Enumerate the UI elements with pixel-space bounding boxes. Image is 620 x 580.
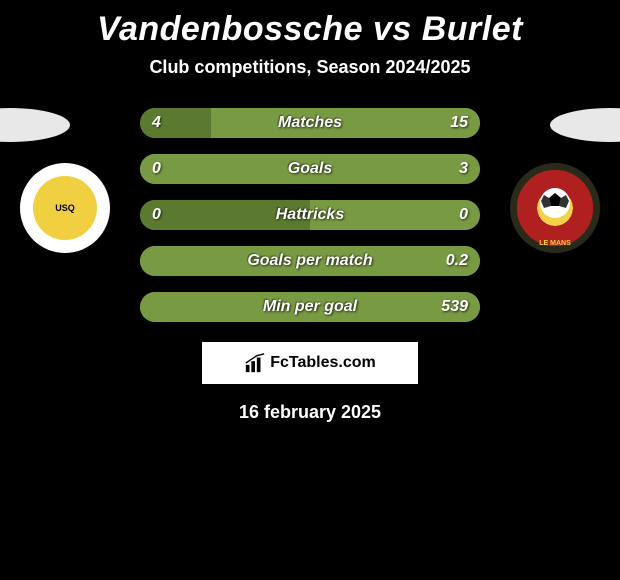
bar-chart-icon [244, 352, 266, 374]
stat-bar: 03Goals [140, 154, 480, 184]
bar-fill-right [211, 108, 480, 138]
bar-fill-left [140, 200, 310, 230]
date-text: 16 february 2025 [0, 402, 620, 423]
stat-bar: 415Matches [140, 108, 480, 138]
brand-card: FcTables.com [200, 340, 420, 386]
team-badge-left: USQ [20, 163, 110, 253]
team-badge-right-text: LE MANS [539, 240, 571, 247]
bar-fill-right [310, 200, 480, 230]
stat-bar: 0.2Goals per match [140, 246, 480, 276]
page-subtitle: Club competitions, Season 2024/2025 [0, 57, 620, 78]
comparison-infographic: Vandenbossche vs Burlet Club competition… [0, 10, 620, 580]
brand-text: FcTables.com [270, 354, 376, 372]
bar-fill-right [140, 246, 480, 276]
stat-bar: 00Hattricks [140, 200, 480, 230]
comparison-bars: 415Matches 03Goals 00Hattricks 0.2Goals per… [140, 108, 480, 338]
stat-bar: 539Min per goal [140, 292, 480, 322]
team-badge-left-text: USQ [55, 203, 75, 213]
team-badge-right: LE MANS [510, 163, 600, 253]
shadow-ellipse-right [550, 108, 620, 142]
bar-fill-right [140, 154, 480, 184]
bar-fill-left [140, 108, 211, 138]
bar-fill-right [140, 292, 480, 322]
shadow-ellipse-left [0, 108, 70, 142]
soccer-ball-icon [520, 173, 590, 243]
team-badge-left-inner: USQ [33, 176, 97, 240]
page-title: Vandenbossche vs Burlet [0, 10, 620, 49]
